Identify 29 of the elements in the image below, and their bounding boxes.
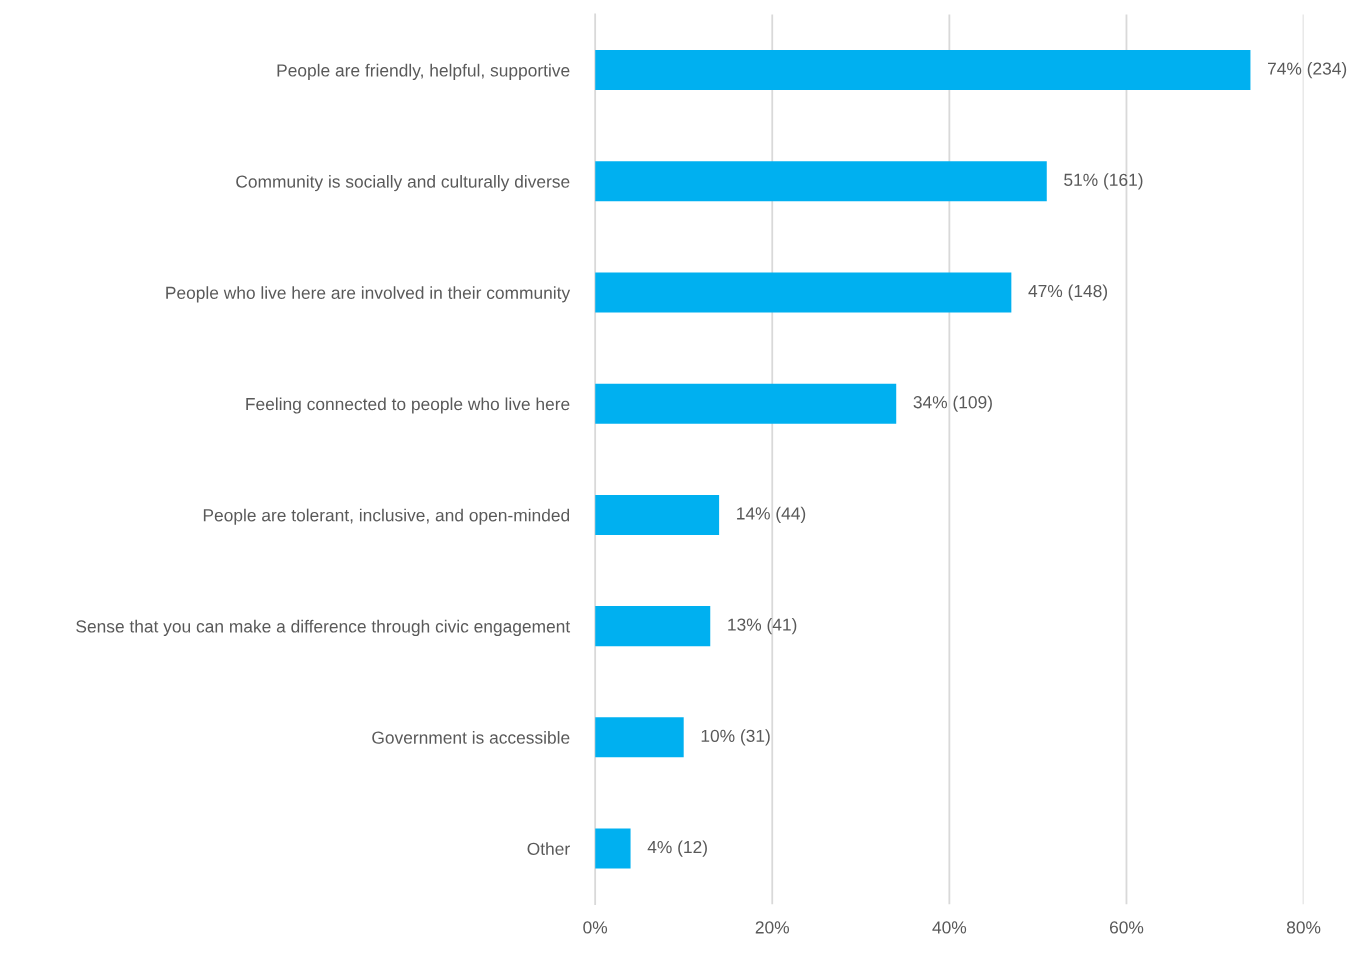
data-label: 51% (161) <box>1064 173 1143 190</box>
data-label: 4% (12) <box>647 840 707 857</box>
y-tick-label: People are tolerant, inclusive, and open-minded <box>203 508 570 525</box>
x-tick-label: 40% <box>932 921 967 934</box>
data-label: 10% (31) <box>701 729 770 746</box>
y-tick-label: People who live here are involved in their community <box>166 286 571 303</box>
data-label: 74% (234) <box>1268 62 1347 79</box>
bar <box>595 828 631 869</box>
x-tick-label: 0% <box>583 921 608 934</box>
bar <box>595 606 711 647</box>
bar <box>595 161 1047 202</box>
data-label: 34% (109) <box>913 395 992 412</box>
bar <box>595 383 897 424</box>
x-tick-label: 20% <box>755 921 790 934</box>
x-tick-label: 80% <box>1286 921 1321 934</box>
y-tick-label: Sense that you can make a difference through civic engagement <box>76 619 571 637</box>
bar <box>595 272 1012 313</box>
bar <box>595 50 1251 91</box>
bar <box>595 717 684 758</box>
data-label: 13% (41) <box>728 618 797 635</box>
bar <box>595 494 720 535</box>
y-tick-label: Feeling connected to people who live here <box>246 397 570 414</box>
data-label: 47% (148) <box>1028 284 1108 301</box>
y-tick-label: Community is socially and culturally diverse <box>236 175 570 192</box>
y-tick-label: People are friendly, helpful, supportive <box>277 63 570 80</box>
y-tick-label: Government is accessible <box>372 731 570 744</box>
data-label: 14% (44) <box>737 506 806 524</box>
y-tick-label: Other <box>527 842 570 855</box>
x-tick-label: 60% <box>1109 921 1144 934</box>
